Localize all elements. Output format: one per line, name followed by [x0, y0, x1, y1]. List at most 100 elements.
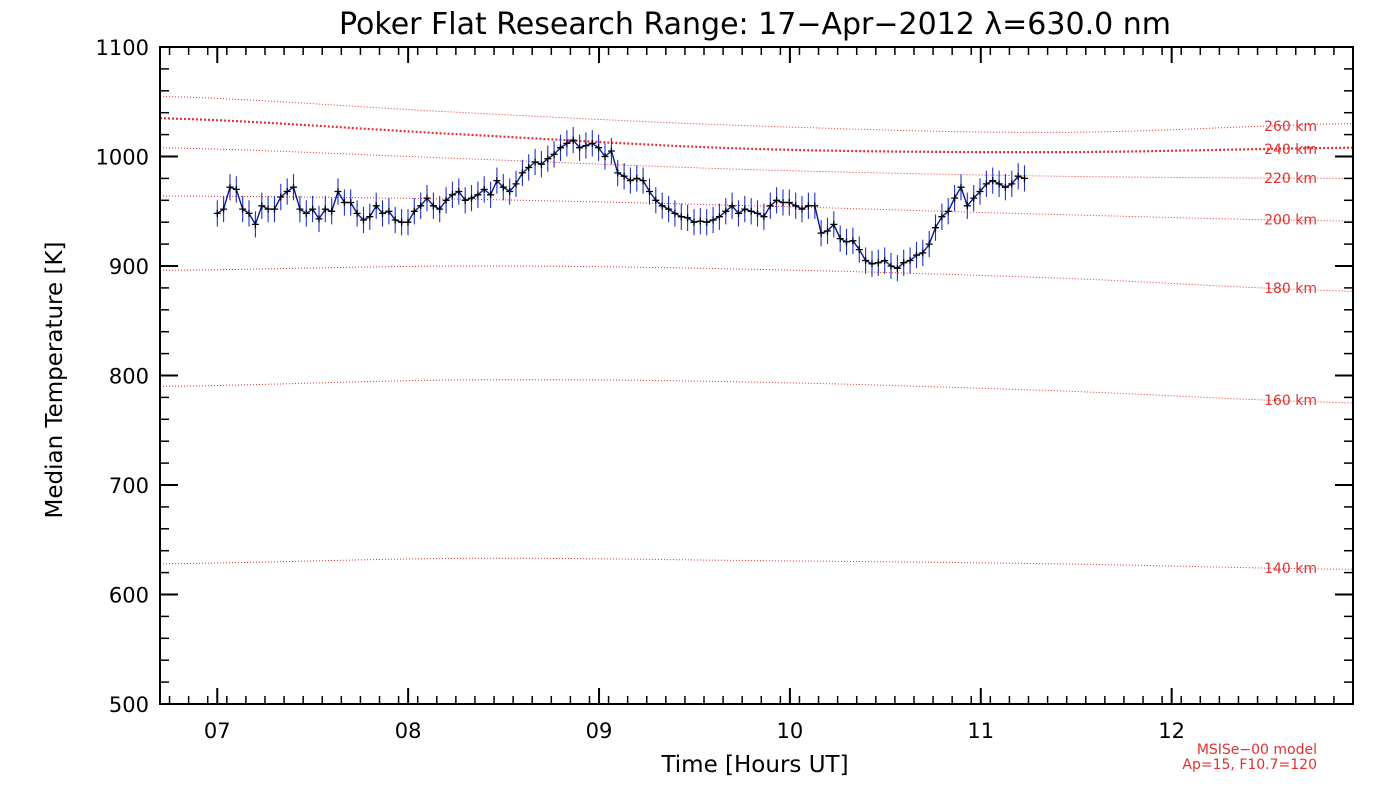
data-point [550, 150, 558, 158]
data-point [773, 196, 781, 204]
data-point [626, 177, 634, 185]
data-point [804, 202, 812, 210]
data-point [557, 144, 564, 152]
model-curve-240km [159, 117, 1354, 154]
data-point [576, 144, 584, 152]
data-point [925, 240, 933, 248]
x-tick-label: 12 [1158, 719, 1185, 743]
altitude-label-260km: 260 km [1264, 119, 1317, 135]
data-point [423, 194, 431, 202]
data-point [811, 202, 819, 210]
data-point [760, 213, 768, 221]
y-axis: 500 600 700 800 900 1000 1100 [96, 36, 1353, 717]
data-point [747, 207, 755, 215]
data-point [976, 188, 984, 195]
data-point [347, 199, 355, 206]
data-point [366, 213, 374, 221]
data-point [328, 207, 336, 215]
data-point [862, 257, 870, 264]
x-tick-label: 09 [586, 719, 613, 743]
data-point [633, 174, 641, 182]
data-point [264, 205, 272, 213]
data-point [512, 180, 520, 188]
x-tick-label: 08 [395, 719, 422, 743]
data-point [525, 164, 533, 171]
data-point [824, 227, 831, 235]
data-point [735, 209, 742, 217]
data-point [468, 194, 475, 202]
x-axis-label: Time [Hours UT] [660, 752, 848, 778]
data-point [493, 177, 501, 185]
data-point [849, 237, 857, 245]
data-point [671, 209, 679, 217]
data-point [296, 205, 304, 213]
data-point [271, 205, 278, 213]
data-point [881, 257, 889, 264]
data-point [309, 205, 317, 213]
altitude-labels: 140 km 160 km 180 km 200 km 220 km 240 km 260 … [1264, 119, 1317, 577]
data-point [798, 205, 806, 213]
data-point [258, 202, 266, 210]
model-note-line-2: Ap=15, F10.7=120 [1182, 757, 1317, 773]
data-point [754, 209, 761, 217]
data-point [340, 199, 348, 206]
data-point [499, 183, 507, 191]
data-point [601, 153, 609, 160]
data-point [480, 185, 488, 193]
y-tick-label: 600 [109, 584, 149, 608]
data-point [766, 202, 774, 210]
altitude-label-160km: 160 km [1264, 393, 1317, 409]
data-point [989, 177, 997, 185]
x-tick-label: 10 [777, 719, 804, 743]
data-point [874, 259, 882, 267]
data-point [429, 202, 437, 210]
data-point [855, 246, 863, 254]
data-point [220, 205, 228, 213]
altitude-label-240km: 240 km [1264, 142, 1317, 158]
data-point [779, 199, 787, 206]
data-point [588, 139, 596, 147]
data-point [1021, 174, 1028, 182]
data-point [836, 235, 844, 243]
data-point [448, 191, 456, 199]
data-point [506, 188, 514, 195]
data-point [1008, 180, 1016, 188]
x-tick-label: 07 [204, 719, 231, 743]
data-point [595, 144, 603, 152]
data-point [614, 169, 622, 177]
data-point [887, 262, 895, 270]
data-point [321, 205, 329, 213]
data-point [900, 259, 908, 267]
data-point [474, 191, 482, 199]
data-point [410, 207, 418, 215]
data-point [728, 202, 736, 210]
data-point [302, 209, 310, 217]
data-point [957, 183, 965, 191]
data-point [684, 214, 692, 222]
data-point [677, 213, 685, 221]
data-point [938, 213, 946, 221]
data-point [703, 218, 711, 226]
model-curve-160km [159, 379, 1354, 404]
altitude-label-200km: 200 km [1264, 213, 1317, 229]
altitude-label-140km: 140 km [1264, 561, 1317, 577]
data-point [913, 251, 920, 259]
data-point [442, 196, 450, 204]
chart-title: Poker Flat Research Range: 17−Apr−2012 λ… [339, 7, 1171, 42]
data-markers [213, 136, 1028, 272]
data-point [379, 209, 386, 217]
data-point [455, 188, 463, 195]
model-curves [159, 95, 1354, 570]
data-point [531, 158, 539, 166]
x-tick-label: 11 [967, 719, 994, 743]
data-point [982, 180, 990, 188]
model-curve-140km [159, 557, 1354, 570]
data-point [487, 191, 495, 199]
error-bars [216, 126, 1026, 282]
data-point [620, 172, 628, 180]
data-point [232, 185, 240, 193]
data-point [283, 188, 291, 195]
data-point [563, 139, 571, 147]
data-point [537, 160, 545, 168]
data-point [722, 207, 730, 215]
